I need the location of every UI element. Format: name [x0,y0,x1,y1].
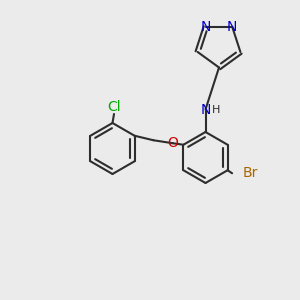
Text: Br: Br [243,166,258,180]
Text: N: N [227,20,237,34]
Text: N: N [201,20,211,34]
Text: O: O [167,136,178,150]
Text: H: H [212,105,220,116]
Text: Cl: Cl [107,100,121,114]
Text: N: N [200,103,211,116]
